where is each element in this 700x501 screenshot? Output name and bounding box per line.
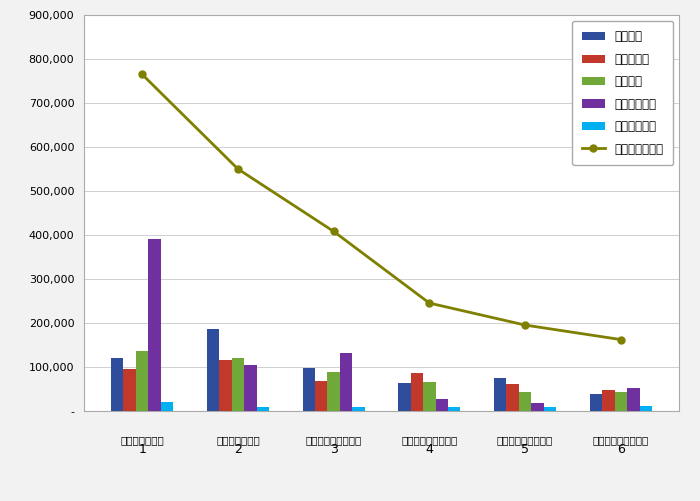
Bar: [161, 402, 174, 411]
브랜드평판지수: [138, 72, 146, 78]
Bar: [257, 407, 269, 411]
Bar: [448, 407, 461, 411]
Bar: [232, 358, 244, 411]
Text: 한국특허정보원: 한국특허정보원: [120, 435, 164, 445]
Bar: [531, 403, 544, 411]
Bar: [615, 392, 627, 411]
브랜드평판지수: [521, 322, 529, 328]
Bar: [506, 384, 519, 411]
Bar: [589, 394, 602, 411]
Bar: [627, 388, 640, 411]
Bar: [602, 390, 615, 411]
Bar: [544, 407, 556, 411]
브랜드평판지수: [617, 337, 625, 343]
Legend: 참여지수, 미디어지수, 소통지수, 커뮤니티지수, 사회공헌지수, 브랜드평판지수: 참여지수, 미디어지수, 소통지수, 커뮤니티지수, 사회공헌지수, 브랜드평판…: [572, 21, 673, 165]
Bar: [423, 382, 435, 411]
Bar: [352, 407, 365, 411]
Bar: [302, 368, 315, 411]
브랜드평판지수: [234, 166, 242, 172]
Bar: [411, 373, 423, 411]
Bar: [494, 378, 506, 411]
Text: 한국지식재산연구원: 한국지식재산연구원: [593, 435, 649, 445]
Bar: [519, 392, 531, 411]
Bar: [435, 398, 448, 411]
Bar: [123, 369, 136, 411]
Bar: [328, 372, 340, 411]
Bar: [219, 360, 232, 411]
Text: 한국발명진흥회: 한국발명진흥회: [216, 435, 260, 445]
Bar: [640, 406, 652, 411]
Bar: [315, 381, 328, 411]
Text: 한국특허전략개발원: 한국특허전략개발원: [305, 435, 362, 445]
Text: 한국지식재산보호원: 한국지식재산보호원: [497, 435, 553, 445]
Bar: [206, 330, 219, 411]
Line: 브랜드평판지수: 브랜드평판지수: [139, 71, 624, 343]
Bar: [398, 383, 411, 411]
브랜드평판지수: [330, 228, 338, 234]
Bar: [244, 365, 257, 411]
Bar: [111, 358, 123, 411]
Bar: [136, 352, 148, 411]
Bar: [148, 239, 161, 411]
Text: 한국특허기술진흥원: 한국특허기술진흥원: [401, 435, 458, 445]
Bar: [340, 353, 352, 411]
브랜드평판지수: [425, 300, 433, 306]
